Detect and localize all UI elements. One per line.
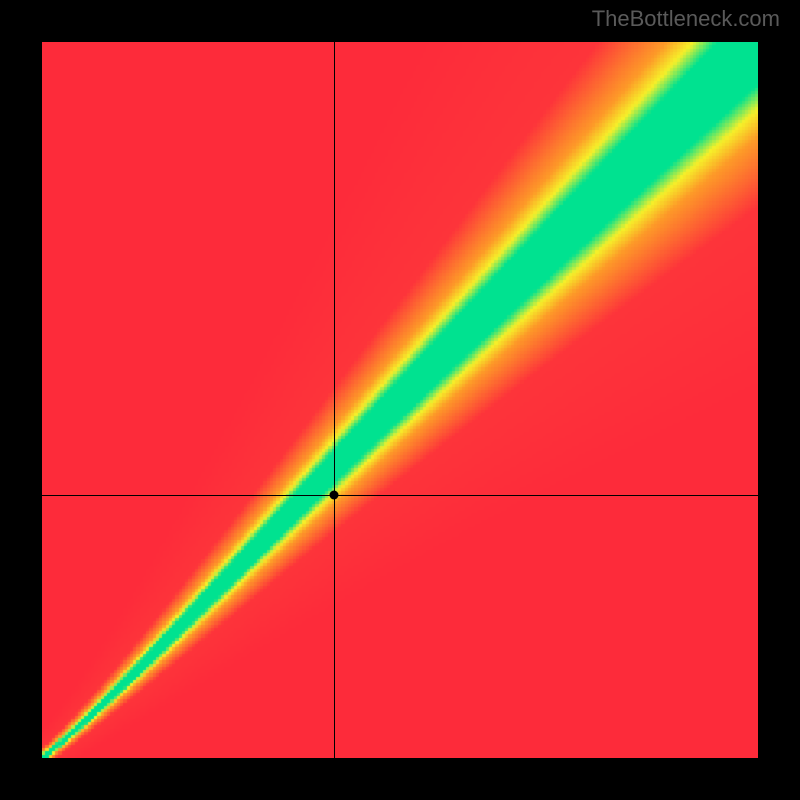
watermark-text: TheBottleneck.com (592, 6, 780, 32)
crosshair-marker (330, 490, 339, 499)
chart-container: TheBottleneck.com (0, 0, 800, 800)
heatmap-canvas (42, 42, 758, 758)
crosshair-vertical (334, 42, 335, 758)
crosshair-horizontal (42, 495, 758, 496)
plot-area (42, 42, 758, 758)
